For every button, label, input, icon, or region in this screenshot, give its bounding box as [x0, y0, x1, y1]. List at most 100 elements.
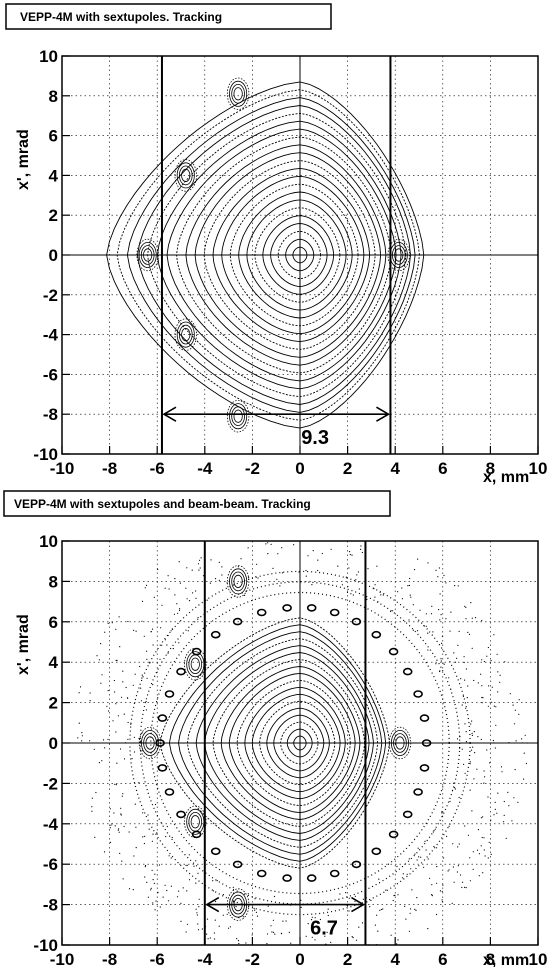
chaos-point	[408, 858, 410, 860]
chaos-point	[442, 884, 444, 886]
chaos-point	[293, 544, 295, 546]
chaos-point	[377, 601, 379, 603]
plot-title-box: VEPP-4M with sextupoles and beam-beam. T…	[3, 490, 391, 517]
chaos-point	[489, 762, 491, 764]
x-tick-label: -4	[197, 950, 213, 967]
chaos-point	[119, 852, 121, 854]
chaos-point	[168, 588, 170, 590]
chaos-point	[325, 943, 327, 945]
chaos-point	[456, 657, 458, 659]
resonance-island	[232, 860, 243, 869]
satellite-island	[181, 327, 191, 342]
chaos-point	[515, 740, 517, 742]
chaos-point	[167, 634, 169, 637]
chaos-point	[267, 542, 269, 544]
chaos-point	[461, 886, 463, 889]
chaos-point	[345, 892, 347, 894]
chaotic-layer	[139, 581, 461, 905]
chaos-point	[376, 914, 378, 916]
resonance-island	[419, 714, 430, 722]
chaos-point	[167, 900, 170, 902]
chaos-point	[435, 569, 437, 571]
chaos-point	[114, 691, 116, 693]
chaos-point	[484, 776, 486, 778]
chaos-point	[122, 681, 124, 683]
chaos-point	[435, 913, 438, 916]
chaos-point	[256, 915, 259, 917]
chaos-point	[174, 594, 176, 596]
chaos-point	[471, 734, 473, 736]
chaos-point	[133, 751, 136, 753]
y-tick-label: 2	[49, 694, 58, 713]
chaos-point	[116, 659, 118, 662]
chaos-point	[409, 594, 411, 596]
x-tick-label: 6	[438, 459, 447, 478]
chaos-point	[467, 631, 469, 633]
chaos-point	[177, 612, 179, 614]
satellite-island	[138, 241, 157, 268]
invariant-curve	[178, 631, 383, 855]
chaos-point	[142, 812, 144, 814]
chaos-point	[514, 769, 516, 771]
chaos-point	[508, 742, 510, 744]
chaos-point	[144, 876, 146, 878]
chaos-point	[232, 886, 234, 888]
resonance-island	[164, 690, 175, 698]
resonance-island	[157, 764, 168, 772]
chaos-point	[451, 902, 453, 904]
chaos-point	[242, 916, 244, 918]
chaos-point	[415, 909, 417, 911]
chaos-point	[487, 705, 489, 707]
chaos-point	[355, 939, 358, 941]
chaos-point	[117, 715, 119, 717]
satellite-island	[231, 571, 245, 592]
chaos-point	[100, 643, 102, 645]
chaos-point	[115, 659, 117, 661]
chaos-point	[154, 909, 156, 911]
chaos-point	[326, 931, 328, 933]
chaos-point	[195, 860, 197, 862]
chaos-point	[441, 901, 443, 903]
satellite-island	[233, 574, 243, 589]
chaos-point	[98, 762, 100, 764]
chaos-point	[140, 740, 142, 742]
chaos-point	[128, 888, 131, 890]
chaos-point	[483, 770, 485, 772]
chaos-point	[525, 762, 528, 765]
chaos-point	[497, 792, 499, 794]
chaos-point	[178, 561, 180, 563]
resonance-island	[164, 788, 175, 796]
chaos-point	[96, 655, 98, 657]
chaos-point	[91, 797, 93, 799]
chaos-point	[512, 704, 514, 706]
chaos-point	[276, 578, 278, 580]
chaos-point	[156, 832, 158, 834]
chaos-point	[93, 748, 95, 750]
chaos-point	[464, 886, 466, 888]
chaos-point	[199, 567, 201, 569]
chaos-point	[404, 905, 406, 907]
chaos-point	[118, 828, 120, 830]
invariant-curve	[280, 721, 319, 765]
chaos-point	[253, 907, 255, 909]
resonance-island	[306, 604, 317, 612]
resonance-island	[282, 604, 292, 612]
chaos-point	[410, 868, 412, 870]
chaos-point	[158, 864, 161, 866]
chaos-point	[201, 928, 203, 930]
x-tick-label: 4	[390, 950, 400, 967]
satellite-island	[226, 399, 250, 433]
chaos-point	[464, 825, 466, 827]
chaos-point	[186, 923, 188, 925]
chaos-point	[311, 584, 313, 586]
chaos-point	[134, 803, 136, 805]
chaos-point	[312, 550, 314, 552]
chaos-point	[491, 686, 493, 688]
chaos-point	[94, 836, 96, 838]
chaos-point	[91, 806, 93, 808]
chaos-point	[255, 576, 257, 578]
chaos-point	[274, 933, 276, 935]
chaos-point	[109, 841, 112, 843]
chaos-point	[431, 884, 433, 886]
invariant-curve	[106, 81, 425, 429]
